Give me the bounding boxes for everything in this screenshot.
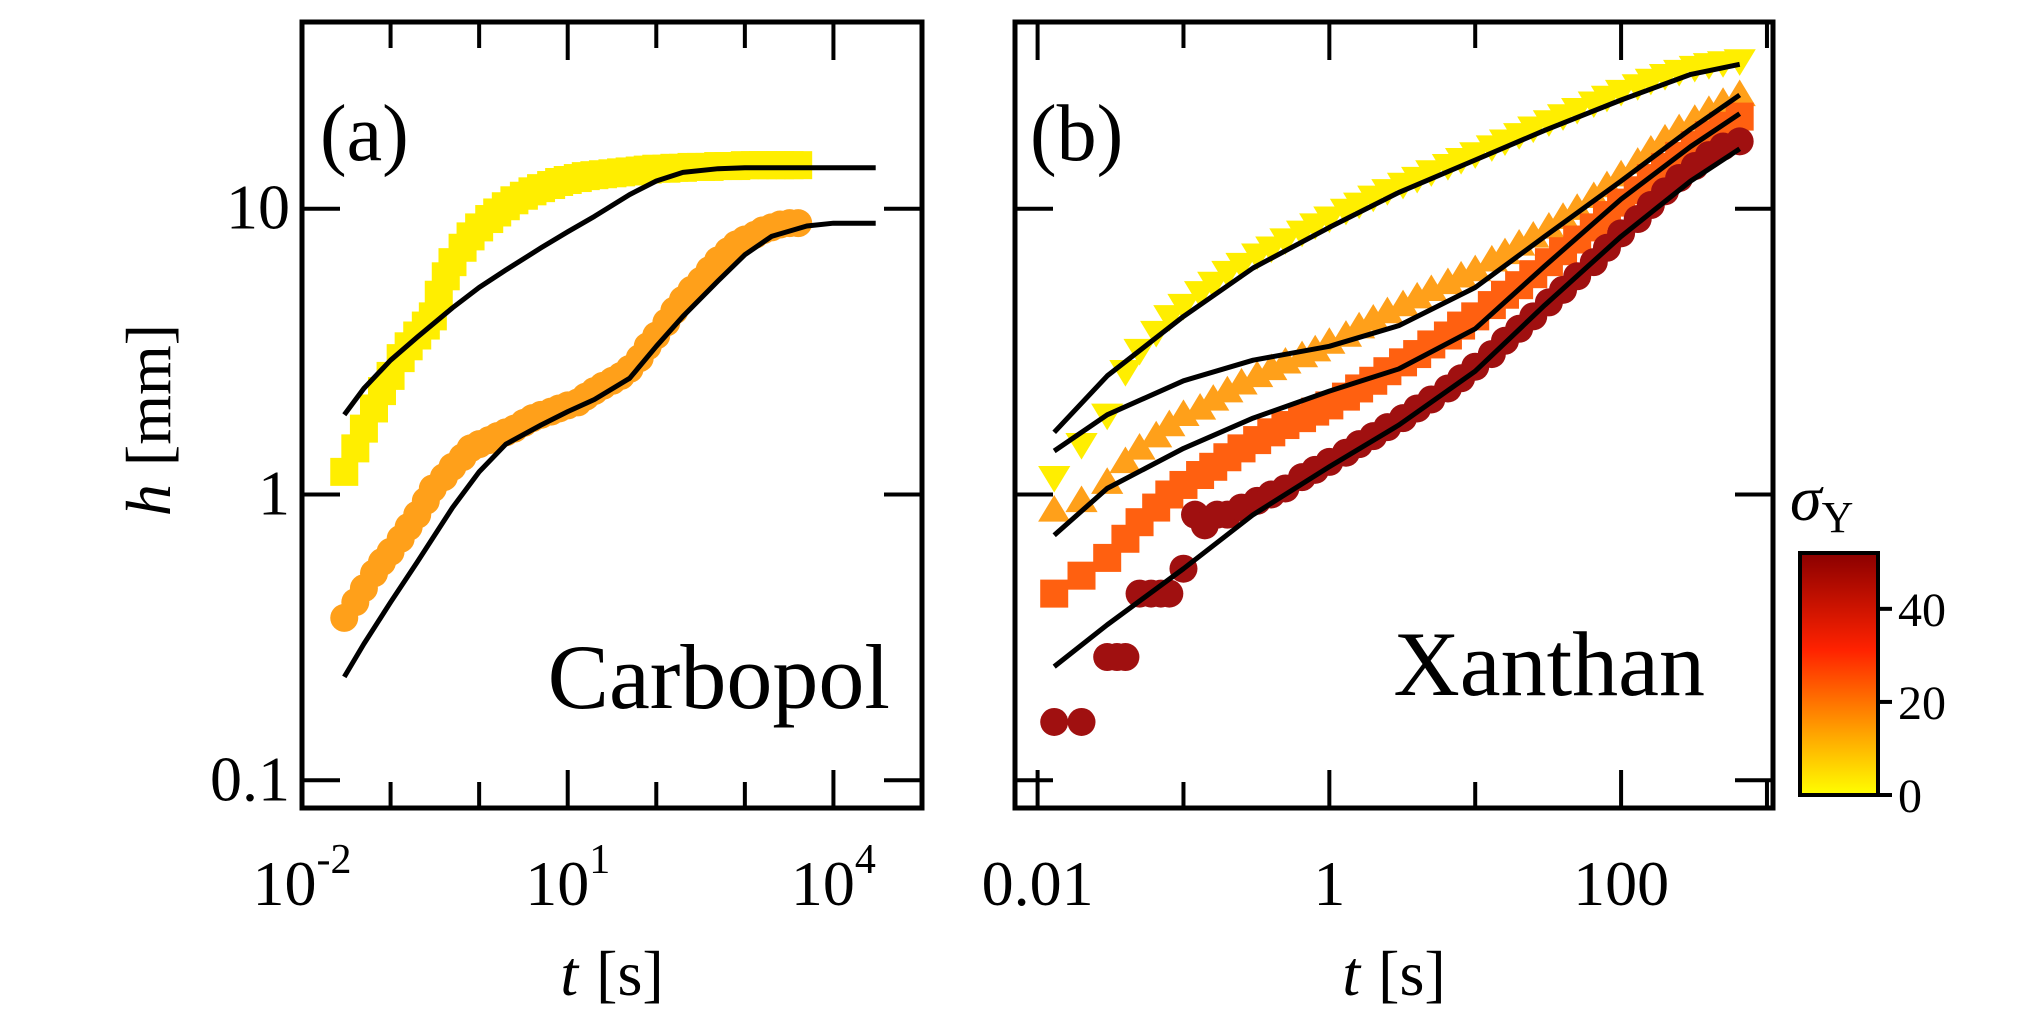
colorbar-tick-label-2: 40	[1898, 584, 1946, 637]
panel-b-xlabel-var: t	[1342, 938, 1362, 1009]
panel-a-xlabel-var: t	[560, 938, 580, 1009]
panel-a-xtick-label-0-base: 10	[253, 848, 317, 919]
panel-b-series-1-point-23	[1401, 281, 1434, 309]
panel-b-series-1-point-4	[1123, 432, 1156, 460]
panel-b-fit-line-1	[1052, 92, 1742, 454]
panel-b-label: (b)	[1030, 90, 1123, 178]
panel-b-series-0-point-24	[1415, 160, 1448, 187]
panel-a-xtick-label-1: 101	[525, 837, 610, 919]
panel-b-series-1-point-33	[1546, 202, 1580, 229]
colorbar-gradient	[1798, 551, 1880, 797]
panel-a-xtick-label-1-base: 10	[525, 848, 589, 919]
panel-b-fit-line-3	[1052, 146, 1742, 669]
panel-b-series-3-point-4	[1111, 643, 1140, 672]
panel-b-series-0-point-11	[1225, 252, 1258, 280]
panel-b-fits	[1052, 61, 1742, 669]
panel-b-series-1-point-9	[1197, 384, 1230, 411]
panel-b-series-1-point-34	[1561, 193, 1594, 220]
panel-b-series-0-point-14	[1269, 228, 1302, 255]
panel-b-series-2-point-1	[1067, 561, 1096, 590]
panel-b-series-2-point-0	[1040, 579, 1069, 608]
panel-b-xtick-label-2: 100	[1573, 848, 1669, 919]
panel-b-xtick-label-1: 1	[1313, 848, 1345, 919]
panel-a-data	[330, 151, 813, 632]
panel-b-fit-line-2	[1052, 111, 1742, 538]
panel-a-ytick-label-1: 1	[258, 457, 290, 528]
panel-a-ytick-label-0: 0.1	[210, 743, 290, 814]
panel-b-series-0-point-34	[1561, 97, 1594, 125]
panel-b-fit-line-0	[1052, 61, 1741, 435]
panel-a-xtick-label-2-base: 10	[791, 848, 855, 919]
panel-a-ylabel-group: h [mm]	[113, 324, 184, 516]
colorbar-tick-label-1: 20	[1898, 677, 1946, 730]
panel-b-series-1-point-20	[1357, 303, 1390, 331]
colorbar-label-sigma: σ	[1790, 463, 1824, 534]
panel-a-xtick-label-0: 10-2	[253, 837, 352, 919]
panel-a-xtick-label-2: 104	[791, 837, 876, 919]
panel-b-series-1-point-10	[1211, 375, 1244, 403]
panel-a-series-0-point-0	[330, 457, 359, 486]
panel-b-series-1-point-22	[1386, 289, 1420, 317]
panel-a-xlabel-unit: [s]	[596, 938, 664, 1009]
panel-b-series-0-point-0	[1038, 465, 1071, 493]
panel-b-series-0-point-7	[1167, 293, 1200, 321]
panel-a-annotation: Carbopol	[548, 626, 890, 728]
panel-a-xtick-label-1-exp: 1	[589, 837, 610, 883]
panel-a-ylabel-var: h	[113, 484, 184, 516]
panel-b-series-1-point-24	[1415, 274, 1448, 302]
panel-b-series-3-point-48	[1725, 127, 1754, 156]
panel-b-series-0-point-27	[1459, 142, 1492, 169]
panel-b-ticks: 0.01 1 100	[982, 22, 1773, 919]
panel-b-series-0-point-45	[1723, 49, 1756, 76]
panel-a-xtick-label-2-exp: 4	[855, 837, 876, 883]
panel-b-series-3-point-1	[1067, 707, 1096, 736]
panel-b-series-1-point-27	[1459, 254, 1492, 282]
panel-b-series-0-point-9	[1197, 271, 1230, 299]
panel-b-series-1-point-21	[1371, 296, 1404, 324]
panel-b-xlabel-unit: [s]	[1378, 938, 1446, 1009]
colorbar-label-sub: Y	[1822, 493, 1854, 542]
panel-a-fit-line-1	[342, 220, 876, 679]
colorbar-ticks: 0 20 40	[1878, 584, 1946, 823]
panel-b-xtick-label-0: 0.01	[982, 848, 1094, 919]
panel-a-frame	[299, 19, 925, 811]
panel-a-ylabel-unit: [mm]	[113, 324, 184, 466]
panel-b-series-1-point-11	[1225, 367, 1258, 395]
colorbar-tick-label-0: 0	[1898, 770, 1922, 823]
panel-a-xtick-label-0-exp: -2	[317, 837, 352, 883]
panel-b-series-1-point-12	[1241, 360, 1274, 388]
panel-b-series-1-point-2	[1091, 467, 1124, 494]
panel-b-frame	[1012, 19, 1776, 811]
panel-a-fit-line-0	[342, 165, 876, 417]
panel-b-series-1-point-0	[1038, 494, 1071, 522]
panel-b-series-1-point-19	[1343, 311, 1376, 339]
panel-b-series-1-point-28	[1475, 244, 1508, 272]
panel-b-series-3-point-0	[1040, 707, 1069, 736]
colorbar: σY 0 20 40	[1790, 463, 1946, 823]
panel-b-series-0-point-17	[1313, 206, 1346, 234]
panel-b-series-0-point-5	[1140, 320, 1173, 348]
panel-b: 0.01 1 100 (b) Xanthan t [s]	[982, 19, 1776, 1009]
panel-b-annotation: Xanthan	[1393, 613, 1705, 715]
colorbar-label: σY	[1790, 463, 1853, 542]
panel-b-series-1-point-32	[1532, 212, 1566, 239]
panel-a-ylabel: h [mm]	[113, 324, 184, 516]
panel-b-series-0-point-6	[1153, 305, 1186, 332]
panel-a-fits	[342, 165, 876, 679]
panel-a-label: (a)	[320, 90, 409, 178]
panel-a-ytick-label-2: 10	[226, 172, 290, 243]
panel-b-series-0-point-1	[1065, 432, 1098, 460]
panel-b-series-1-point-3	[1109, 446, 1142, 474]
panel-b-xlabel: t [s]	[1342, 938, 1445, 1009]
panel-a-series-0-point-52	[784, 151, 813, 180]
panel-a-xlabel: t [s]	[560, 938, 663, 1009]
